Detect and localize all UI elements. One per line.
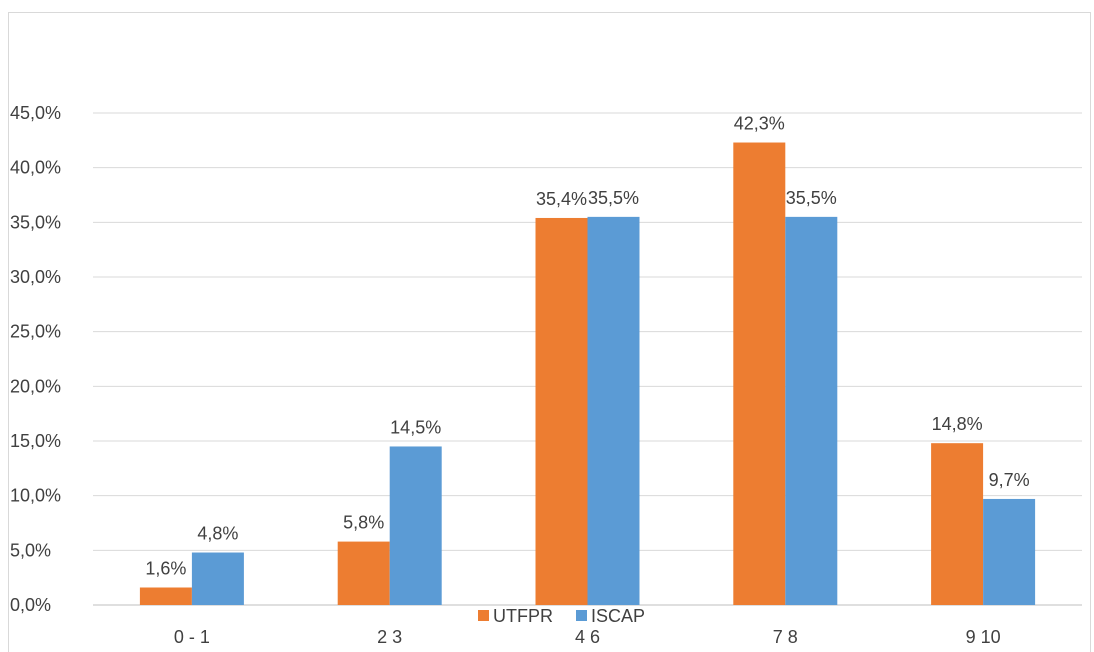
bar-iscap	[389, 446, 442, 605]
x-axis-ticks: 0 - 1 2 3 4 6 7 8 9 10	[174, 627, 1001, 646]
legend-label-utfpr: UTFPR	[493, 606, 553, 626]
x-tick-label: 9 10	[966, 627, 1001, 646]
y-axis-ticks: 0,0% 5,0% 10,0% 15,0% 20,0% 25,0% 30,0% 35,0% 40…	[10, 103, 61, 615]
bar-utfpr	[535, 217, 588, 605]
x-tick-label: 0 - 1	[174, 627, 210, 646]
y-tick-label: 25,0%	[10, 322, 61, 342]
bar-iscap	[587, 216, 640, 605]
y-tick-label: 35,0%	[10, 212, 61, 232]
y-tick-label: 20,0%	[10, 376, 61, 396]
data-label-iscap: 4,8%	[197, 524, 238, 544]
x-tick-label: 7 8	[773, 627, 798, 646]
data-label-iscap: 9,7%	[989, 470, 1030, 490]
y-tick-label: 10,0%	[10, 486, 61, 506]
legend-swatch-utfpr	[478, 610, 489, 621]
bar-iscap	[191, 552, 244, 605]
data-label-iscap: 35,5%	[786, 188, 837, 208]
data-label-utfpr: 14,8%	[932, 414, 983, 434]
data-label-utfpr: 1,6%	[145, 559, 186, 579]
x-tick-label: 4 6	[575, 627, 600, 646]
bar-iscap	[983, 498, 1036, 605]
y-tick-label: 30,0%	[10, 267, 61, 287]
bar-utfpr	[733, 142, 786, 605]
bars	[139, 142, 1036, 605]
x-tick-label: 2 3	[377, 627, 402, 646]
y-tick-label: 0,0%	[10, 595, 51, 615]
data-label-iscap: 14,5%	[390, 417, 441, 437]
legend-label-iscap: ISCAP	[591, 606, 645, 626]
legend: UTFPR ISCAP	[478, 606, 645, 626]
y-tick-label: 15,0%	[10, 431, 61, 451]
chart-frame	[8, 12, 1091, 652]
data-label-utfpr: 35,4%	[536, 189, 587, 209]
bar-utfpr	[931, 443, 984, 605]
bar-utfpr	[337, 541, 390, 605]
data-labels: 1,6%4,8%5,8%14,5%35,4% 35,5%42,3%35,5%14,…	[145, 114, 1029, 579]
legend-swatch-iscap	[576, 610, 587, 621]
data-label-utfpr: 5,8%	[343, 513, 384, 533]
data-label-utfpr: 42,3%	[734, 114, 785, 134]
y-tick-label: 40,0%	[10, 158, 61, 178]
y-tick-label: 5,0%	[10, 540, 51, 560]
bar-utfpr	[139, 587, 192, 605]
data-label-iscap: 35,5%	[588, 188, 639, 208]
y-tick-label: 45,0%	[10, 103, 61, 123]
bar-iscap	[785, 216, 838, 605]
